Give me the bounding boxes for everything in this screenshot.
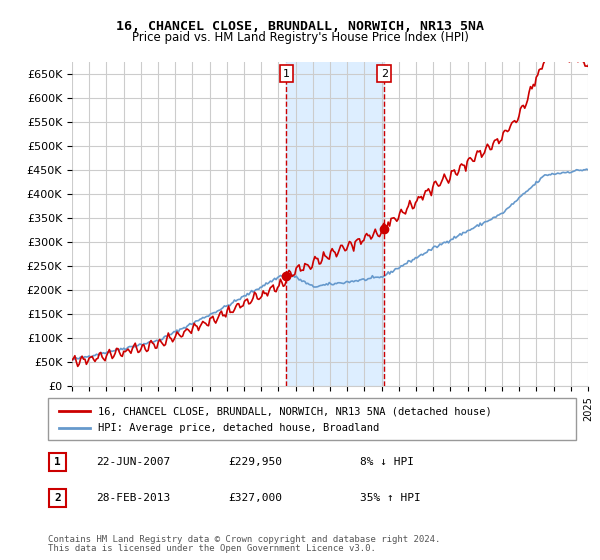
Text: 28-FEB-2013: 28-FEB-2013	[96, 493, 170, 503]
Text: 2: 2	[381, 69, 388, 78]
FancyBboxPatch shape	[49, 489, 66, 507]
Text: This data is licensed under the Open Government Licence v3.0.: This data is licensed under the Open Gov…	[48, 544, 376, 553]
Text: 22-JUN-2007: 22-JUN-2007	[96, 457, 170, 467]
Text: 35% ↑ HPI: 35% ↑ HPI	[360, 493, 421, 503]
Text: Price paid vs. HM Land Registry's House Price Index (HPI): Price paid vs. HM Land Registry's House …	[131, 31, 469, 44]
Text: 16, CHANCEL CLOSE, BRUNDALL, NORWICH, NR13 5NA (detached house): 16, CHANCEL CLOSE, BRUNDALL, NORWICH, NR…	[98, 406, 492, 416]
FancyBboxPatch shape	[49, 453, 66, 471]
Text: 1: 1	[283, 69, 290, 78]
Bar	[286, 62, 385, 386]
Text: £327,000: £327,000	[228, 493, 282, 503]
Text: 16, CHANCEL CLOSE, BRUNDALL, NORWICH, NR13 5NA: 16, CHANCEL CLOSE, BRUNDALL, NORWICH, NR…	[116, 20, 484, 32]
Text: £229,950: £229,950	[228, 457, 282, 467]
Text: 2: 2	[54, 493, 61, 503]
FancyBboxPatch shape	[48, 398, 576, 440]
Text: Contains HM Land Registry data © Crown copyright and database right 2024.: Contains HM Land Registry data © Crown c…	[48, 535, 440, 544]
Text: 1: 1	[54, 457, 61, 467]
Text: HPI: Average price, detached house, Broadland: HPI: Average price, detached house, Broa…	[98, 423, 379, 433]
Text: 8% ↓ HPI: 8% ↓ HPI	[360, 457, 414, 467]
